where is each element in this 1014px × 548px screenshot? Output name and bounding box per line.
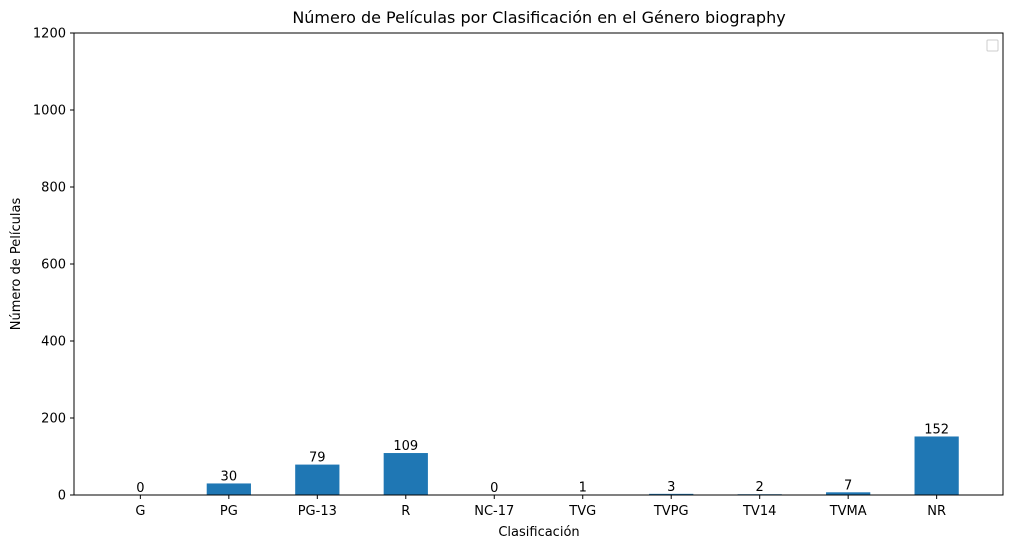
x-tick-label: TVMA — [829, 504, 867, 519]
x-tick-label: TV14 — [742, 504, 776, 519]
bar-value-label: 3 — [667, 480, 675, 495]
bar-value-label: 109 — [393, 439, 418, 454]
bar-value-label: 0 — [490, 481, 498, 496]
x-axis-ticks: G PG PG-13 R NC-17 TVG TVPG TV14 TVMA NR — [135, 495, 946, 519]
x-tick-label: NC-17 — [474, 504, 514, 519]
y-axis-ticks: 0 200 400 600 800 1000 1200 — [33, 27, 74, 504]
y-tick-label: 400 — [41, 335, 66, 350]
bar-value-label: 30 — [221, 469, 238, 484]
legend-box[interactable] — [986, 39, 999, 52]
bar-value-label: 0 — [136, 481, 144, 496]
bar-labels-group: 0 30 79 109 0 1 3 2 7 152 — [136, 422, 949, 496]
bar-r — [383, 453, 428, 495]
bar-value-label: 2 — [756, 480, 764, 495]
x-tick-label: NR — [927, 504, 946, 519]
bar-value-label: 152 — [924, 422, 949, 437]
plot-frame — [73, 32, 1004, 496]
bar-value-label: 79 — [309, 451, 326, 466]
bar-value-label: 7 — [844, 478, 852, 493]
bar-tvpg — [649, 493, 694, 495]
x-tick-label: PG — [220, 504, 238, 519]
bar-nr — [914, 436, 959, 495]
x-tick-label: R — [401, 504, 410, 519]
y-tick-label: 1000 — [33, 104, 66, 119]
bars-group — [206, 436, 959, 495]
chart-title: Número de Películas por Clasificación en… — [292, 8, 785, 27]
y-tick-label: 0 — [58, 489, 66, 504]
x-tick-label: G — [135, 504, 145, 519]
bar-pg-13 — [295, 464, 340, 495]
y-tick-label: 800 — [41, 181, 66, 196]
y-tick-label: 200 — [41, 412, 66, 427]
bar-tvma — [826, 492, 871, 495]
y-tick-label: 1200 — [33, 27, 66, 42]
x-axis-label: Clasificación — [498, 525, 579, 540]
bar-value-label: 1 — [579, 481, 587, 496]
y-tick-label: 600 — [41, 258, 66, 273]
y-axis-label: Número de Películas — [9, 198, 24, 331]
plot-area: 0 30 79 109 0 1 3 2 7 152 G PG PG-13 R NC-17 TVG TVPG TV… — [33, 27, 1004, 519]
x-tick-label: TVPG — [653, 504, 689, 519]
bar-pg — [206, 483, 251, 495]
x-tick-label: TVG — [568, 504, 596, 519]
x-tick-label: PG-13 — [298, 504, 337, 519]
